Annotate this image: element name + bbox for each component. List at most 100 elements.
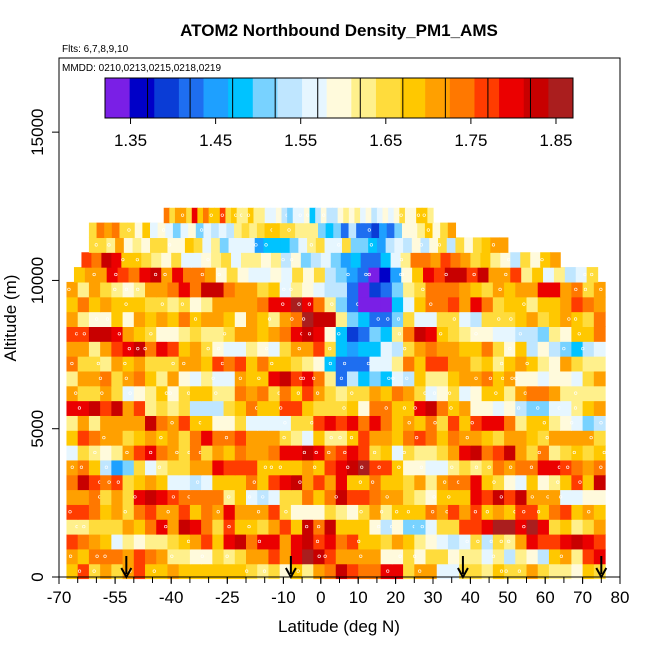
heatmap-cell (201, 415, 213, 431)
sample-point (537, 450, 541, 455)
sample-point (492, 480, 496, 484)
sample-point (127, 347, 131, 351)
heatmap-cell (499, 237, 509, 253)
heatmap-cell (212, 400, 225, 416)
heatmap-cell (504, 385, 516, 402)
heatmap-cell (211, 222, 220, 239)
heatmap-cell (133, 474, 146, 491)
heatmap-cell (111, 400, 124, 416)
heatmap-cell (133, 504, 146, 520)
sample-point (405, 376, 409, 380)
heatmap-cell (414, 311, 427, 327)
heatmap-cell (459, 326, 471, 342)
colorbar-swatch (523, 78, 549, 118)
heatmap-cell (100, 445, 112, 461)
heatmap-cell (414, 296, 427, 313)
heatmap-cell (268, 400, 281, 416)
heatmap-cell (246, 385, 258, 402)
heatmap-cell (215, 267, 228, 283)
heatmap-cell (145, 548, 157, 565)
sample-point (180, 302, 185, 306)
heatmap-cell (593, 356, 606, 372)
heatmap-cell (290, 326, 303, 342)
heatmap-cell (358, 385, 371, 402)
heatmap-cell (253, 207, 260, 224)
sample-point (447, 495, 451, 499)
heatmap-cell (504, 474, 516, 491)
heatmap-cell (560, 400, 572, 416)
heatmap-cell (264, 222, 273, 239)
heatmap-cell (246, 445, 258, 461)
heatmap-cell (515, 296, 528, 313)
heatmap-cell (178, 474, 191, 491)
heatmap-cell (111, 445, 124, 461)
heatmap-cell (560, 474, 572, 491)
heatmap-cell (145, 445, 157, 461)
heatmap-cell (447, 489, 460, 505)
heatmap-cell (268, 415, 281, 431)
sample-point (224, 436, 229, 440)
colorbar-swatch (449, 78, 475, 118)
heatmap-cell (335, 474, 348, 491)
heatmap-cell (234, 519, 247, 535)
colorbar-swatch (400, 78, 426, 118)
heatmap-cell (481, 445, 494, 461)
heatmap-cell (548, 400, 561, 416)
sample-point (200, 554, 204, 558)
heatmap-cell (189, 385, 202, 402)
sample-point (107, 480, 111, 484)
sample-point (68, 554, 73, 558)
heatmap-cell (593, 311, 606, 327)
heatmap-cell (279, 296, 292, 313)
heatmap-cell (156, 534, 169, 550)
heatmap-cell (234, 370, 247, 387)
sample-point (433, 421, 437, 425)
heatmap-cell (290, 534, 303, 550)
heatmap-cell (481, 400, 494, 416)
heatmap-cell (279, 459, 292, 476)
heatmap-cell (515, 519, 528, 535)
heatmap-cell (281, 267, 293, 283)
heatmap-cell (582, 459, 595, 476)
heatmap-cell (526, 445, 539, 461)
heatmap-cell (254, 237, 265, 253)
heatmap-cell (145, 385, 157, 402)
heatmap-cell (302, 415, 314, 431)
heatmap-cell (571, 400, 584, 416)
sample-point (263, 465, 267, 469)
heatmap-cell (201, 326, 213, 342)
heatmap-cell (358, 326, 371, 342)
heatmap-cell (145, 534, 157, 550)
heatmap-cell (246, 430, 258, 446)
sample-point (245, 569, 249, 573)
heatmap-cell (358, 370, 371, 387)
sample-point (307, 332, 312, 336)
heatmap-cell (537, 385, 550, 402)
heatmap-cell (582, 504, 595, 520)
heatmap-cell (313, 296, 326, 313)
heatmap-cell (582, 519, 595, 535)
colorbar-tick-label: 1.75 (454, 131, 487, 150)
heatmap-cell (548, 311, 561, 327)
sample-point (297, 347, 301, 351)
heatmap-cell (481, 385, 494, 402)
sample-point (136, 347, 140, 351)
sample-point (415, 436, 419, 440)
heatmap-cell (111, 415, 124, 431)
heatmap-cell (172, 267, 184, 283)
heatmap-cell (515, 445, 528, 461)
heatmap-cell (167, 489, 180, 505)
heatmap-cell (324, 311, 337, 327)
sample-point (386, 569, 390, 573)
heatmap-cell (122, 370, 135, 387)
sample-point (449, 406, 453, 410)
heatmap-cell (358, 445, 371, 461)
sample-point (419, 243, 424, 247)
heatmap-cell (436, 296, 449, 313)
sample-point (317, 554, 321, 558)
heatmap-cell (481, 356, 494, 372)
sample-point (420, 524, 424, 529)
heatmap-cell (582, 326, 595, 342)
heatmap-cell (184, 237, 195, 253)
heatmap-cell (340, 252, 352, 268)
